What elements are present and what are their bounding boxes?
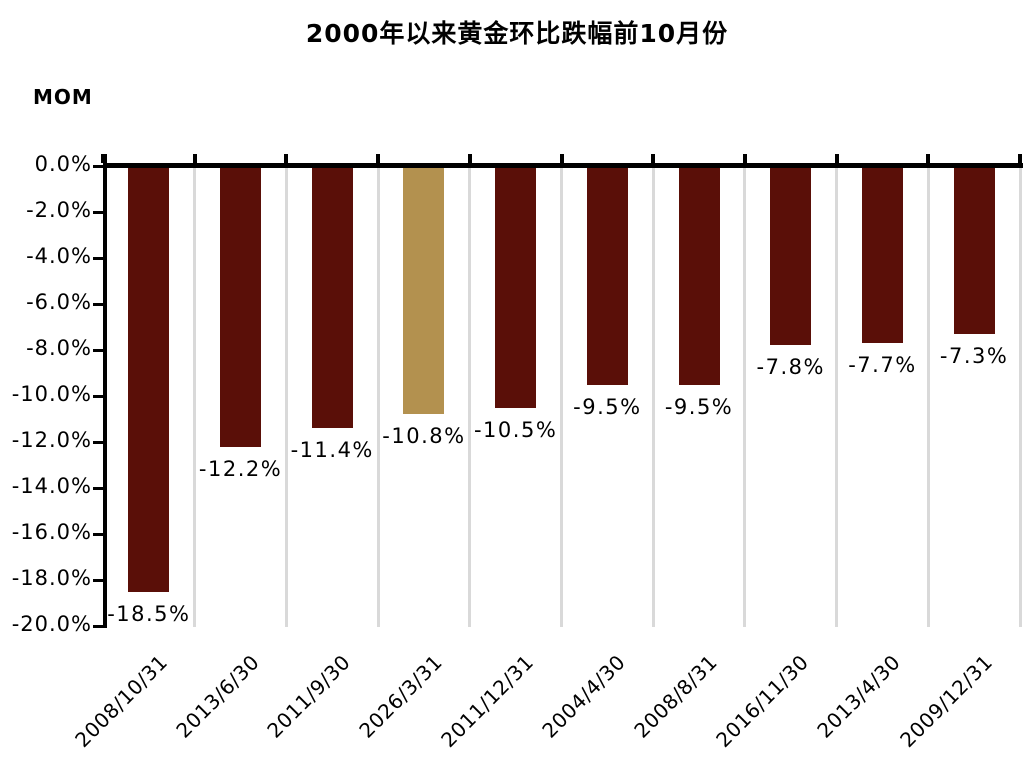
- bar-value-label: -10.5%: [473, 417, 558, 442]
- bar-value-label: -9.5%: [664, 394, 734, 419]
- bar-value-label: -11.4%: [290, 438, 374, 463]
- y-axis-tick: [93, 256, 107, 260]
- y-axis-tick-label: -8.0%: [26, 336, 92, 360]
- gridline-vertical: [284, 168, 288, 627]
- x-axis-tick: [192, 154, 197, 163]
- bar: [770, 168, 812, 346]
- x-axis-category-label: 2013/6/30: [170, 650, 264, 743]
- gridline-vertical: [1018, 168, 1022, 627]
- bar-value-label: -9.5%: [573, 394, 642, 419]
- chart-title: 2000年以来黄金环比跌幅前10月份: [305, 19, 729, 48]
- x-axis-tick: [467, 154, 472, 163]
- bar-value-label: -12.2%: [198, 456, 283, 481]
- x-axis-tick: [651, 154, 656, 163]
- x-axis-tick: [376, 154, 381, 163]
- y-axis-tick: [93, 440, 107, 444]
- x-axis-tick: [559, 154, 564, 163]
- y-axis-tick-label: -12.0%: [11, 428, 92, 452]
- y-axis-tick: [93, 578, 107, 582]
- y-axis-tick-label: -2.0%: [26, 198, 92, 222]
- y-axis-tick: [93, 164, 107, 168]
- x-axis-tick: [926, 154, 931, 163]
- bar: [678, 168, 720, 385]
- bar: [311, 168, 353, 429]
- gridline-vertical: [468, 168, 472, 627]
- y-axis-tick: [93, 394, 107, 398]
- x-axis-tick: [742, 154, 747, 163]
- x-axis-category-label: 2009/12/31: [895, 650, 998, 753]
- bar-value-label: -7.7%: [848, 353, 917, 378]
- x-axis-tick: [1018, 154, 1022, 163]
- x-axis-category-label: 2004/4/30: [537, 650, 631, 743]
- y-axis-tick-label: -14.0%: [11, 474, 92, 498]
- y-axis-tick: [93, 486, 107, 490]
- x-axis-tick: [834, 154, 839, 163]
- gridline-vertical: [560, 168, 563, 627]
- x-axis-category-label: 2008/10/31: [69, 650, 172, 753]
- y-axis-tick-label: -16.0%: [11, 520, 92, 544]
- y-axis-tick: [93, 532, 107, 536]
- gridline-vertical: [835, 168, 839, 627]
- gridline-vertical: [651, 168, 655, 627]
- gridline-vertical: [926, 168, 930, 627]
- y-axis-tick-label: -10.0%: [11, 382, 92, 406]
- x-axis-category-label: 2011/9/30: [262, 650, 356, 743]
- y-axis-tick-label: 0.0%: [34, 152, 92, 176]
- bar: [586, 168, 628, 385]
- y-axis-line: [103, 154, 107, 627]
- y-axis-tick-label: -18.0%: [11, 566, 92, 590]
- x-axis-tick: [284, 154, 289, 163]
- bar: [861, 168, 903, 344]
- x-axis-category-label: 2013/4/30: [812, 650, 906, 743]
- bar-value-label: -18.5%: [107, 601, 191, 626]
- y-axis-tick-label: -20.0%: [11, 612, 92, 636]
- y-axis-tick: [93, 624, 107, 628]
- gridline-vertical: [193, 168, 197, 627]
- y-axis-tick-label: -6.0%: [26, 290, 92, 314]
- gridline-vertical: [376, 168, 380, 627]
- bar-value-label: -10.8%: [382, 424, 466, 449]
- x-axis-category-label: 2016/11/30: [711, 650, 814, 753]
- y-axis-tick: [93, 302, 107, 306]
- x-axis-category-label: 2011/12/31: [436, 650, 539, 753]
- bar: [953, 168, 995, 334]
- bar-value-label: -7.8%: [756, 355, 825, 380]
- y-axis-tick-label: -4.0%: [26, 244, 92, 268]
- y-axis-title: MOM: [33, 85, 93, 109]
- bar: [495, 168, 537, 408]
- x-axis-category-label: 2008/8/31: [629, 650, 723, 743]
- bar: [220, 168, 262, 447]
- bar-value-label: -7.3%: [939, 343, 1009, 368]
- bar-highlighted: [403, 168, 445, 415]
- gridline-vertical: [743, 168, 747, 627]
- x-axis-line: [103, 163, 1023, 168]
- y-axis-tick: [93, 210, 107, 214]
- bar: [128, 168, 170, 592]
- x-axis-category-label: 2026/3/31: [354, 650, 447, 743]
- y-axis-tick: [93, 348, 107, 352]
